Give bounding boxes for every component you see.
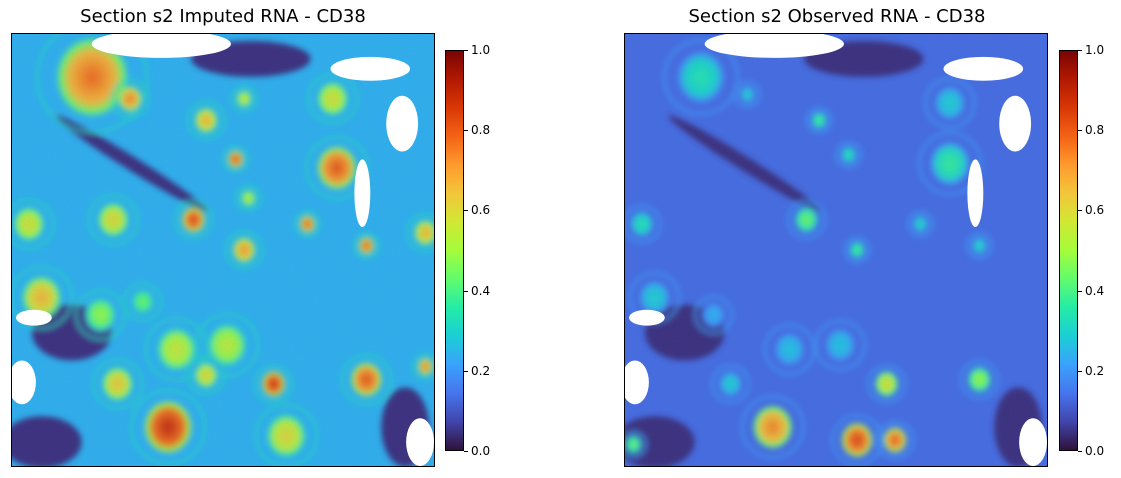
colorbar-tick-label: 0.4 <box>1085 283 1105 298</box>
heatmap-texture <box>625 34 1047 466</box>
colorbar-tick-mark <box>1078 130 1082 132</box>
colorbar-tick-mark <box>1078 50 1082 51</box>
heatmap-observed <box>624 33 1048 467</box>
mask-region <box>1019 418 1047 466</box>
mask-region <box>12 360 36 405</box>
mask-region <box>943 56 1024 81</box>
colorbar-tick-label: 0.4 <box>471 283 491 298</box>
colorbar-tick-label: 0.8 <box>471 123 491 138</box>
colorbar-tick-mark <box>1078 451 1082 452</box>
colorbar-tick-label: 0.0 <box>1085 444 1105 458</box>
chart-title: Section s2 Imputed RNA - CD38 <box>80 6 366 27</box>
colorbar-tick-label: 0.8 <box>1085 123 1105 138</box>
colorbar-tick-mark <box>1078 290 1082 292</box>
colorbar-imputed <box>445 50 464 451</box>
mask-region <box>704 34 844 58</box>
colorbar-tick-label: 1.0 <box>1085 43 1105 57</box>
colorbar-observed <box>1059 50 1078 451</box>
colorbar-tick-label: 1.0 <box>471 43 491 57</box>
heatmap-imputed <box>11 33 435 467</box>
colorbar-tick-mark <box>464 290 468 292</box>
mask-region <box>386 95 419 152</box>
colorbar-tick-label: 0.6 <box>471 203 491 218</box>
colorbar-tick-label: 0.0 <box>471 444 491 458</box>
colorbar-tick-mark <box>464 50 468 51</box>
colorbar-tick-mark <box>464 210 468 212</box>
colorbar-tick-mark <box>464 370 468 372</box>
mask-region <box>625 360 649 405</box>
mask-region <box>406 418 434 466</box>
colorbar-tick-mark <box>464 451 468 452</box>
chart-title: Section s2 Observed RNA - CD38 <box>688 6 986 27</box>
mask-region <box>91 34 231 58</box>
observed-panel: Section s2 Observed RNA - CD38 0.0 0.2 0.4… <box>560 0 1121 478</box>
colorbar-tick-mark <box>1078 210 1082 212</box>
colorbar-ticks-observed: 0.0 0.2 0.4 0.6 0.8 1.0 <box>1078 43 1121 458</box>
mask-region <box>15 309 52 326</box>
colorbar-tick-label: 0.2 <box>471 363 491 378</box>
imputed-panel: Section s2 Imputed RNA - CD38 0.0 0.2 0.4 0… <box>0 0 560 478</box>
heatmap-texture <box>12 34 434 466</box>
mask-region <box>354 159 371 228</box>
colorbar-tick-mark <box>1078 370 1082 372</box>
mask-region <box>330 56 411 81</box>
colorbar-tick-mark <box>464 130 468 132</box>
colorbar-tick-label: 0.6 <box>1085 203 1105 218</box>
colorbar-ticks-imputed: 0.0 0.2 0.4 0.6 0.8 1.0 <box>464 43 524 458</box>
colorbar-tick-label: 0.2 <box>1085 363 1105 378</box>
mask-region <box>967 159 984 228</box>
mask-region <box>999 95 1032 152</box>
mask-region <box>628 309 665 326</box>
